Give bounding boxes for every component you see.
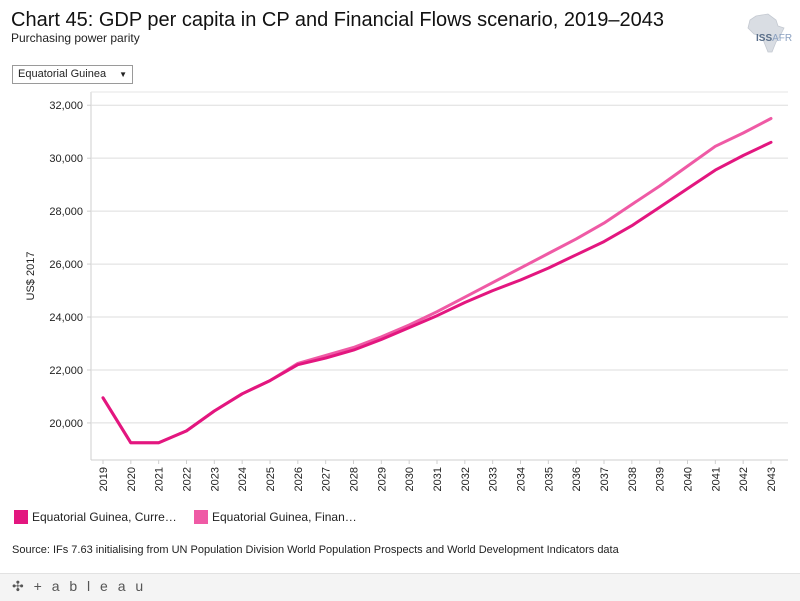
country-dropdown-value: Equatorial Guinea (18, 68, 107, 80)
x-tick-label: 2029 (376, 467, 388, 491)
legend-swatch-current-path (14, 510, 28, 524)
y-tick-label: 20,000 (49, 418, 83, 430)
tableau-logo[interactable]: ✣ + a b l e a u (12, 578, 146, 595)
x-tick-label: 2019 (98, 467, 110, 491)
y-tick-label: 22,000 (49, 365, 83, 377)
x-tick-label: 2041 (710, 467, 722, 491)
chart-title: Chart 45: GDP per capita in CP and Finan… (11, 9, 664, 31)
x-tick-label: 2027 (321, 467, 333, 491)
source-note: Source: IFs 7.63 initialising from UN Po… (12, 544, 619, 556)
x-tick-label: 2023 (209, 467, 221, 491)
x-tick-label: 2040 (683, 467, 695, 491)
x-tick-label: 2031 (432, 467, 444, 491)
legend-label-financial-flows: Equatorial Guinea, Finan… (212, 510, 357, 524)
country-dropdown[interactable]: Equatorial Guinea ▼ (12, 65, 133, 84)
series-line-financial-flows (101, 117, 773, 445)
x-tick-label: 2021 (154, 467, 166, 491)
iss-logo: ISSAFR (756, 33, 792, 44)
y-tick-label: 30,000 (49, 153, 83, 165)
chevron-down-icon: ▼ (119, 70, 127, 79)
y-tick-label: 28,000 (49, 206, 83, 218)
legend-label-current-path: Equatorial Guinea, Curre… (32, 510, 177, 524)
africa-map-icon (747, 13, 785, 53)
x-tick-label: 2037 (599, 467, 611, 491)
legend-item-financial-flows[interactable]: Equatorial Guinea, Finan… (194, 510, 357, 524)
x-tick-label: 2028 (349, 467, 361, 491)
x-tick-label: 2043 (766, 467, 778, 491)
tableau-brand: + a b l e a u (33, 578, 147, 594)
legend-item-current-path[interactable]: Equatorial Guinea, Curre… (14, 510, 177, 524)
x-tick-label: 2039 (655, 467, 667, 491)
x-tick-label: 2020 (126, 467, 138, 491)
iss-logo-suffix: AFR (772, 33, 793, 44)
x-tick-label: 2026 (293, 467, 305, 491)
y-tick-label: 24,000 (49, 312, 83, 324)
y-tick-label: 26,000 (49, 259, 83, 271)
x-tick-label: 2034 (516, 467, 528, 491)
series-line-current-path (101, 140, 773, 445)
x-tick-label: 2042 (738, 467, 750, 491)
x-tick-label: 2033 (488, 467, 500, 491)
x-tick-label: 2036 (571, 467, 583, 491)
footer-bar: ✣ + a b l e a u (0, 573, 800, 601)
line-chart: 20,000 22,000 24,000 26,000 28,000 30,000 32,0… (25, 91, 788, 491)
x-tick-label: 2032 (460, 467, 472, 491)
x-tick-label: 2024 (237, 467, 249, 491)
legend-swatch-financial-flows (194, 510, 208, 524)
iss-logo-main: ISS (756, 33, 773, 44)
tableau-mark-icon: ✣ (12, 578, 27, 594)
x-tick-label: 2035 (543, 467, 555, 491)
y-tick-label: 32,000 (49, 100, 83, 112)
chart-subtitle: Purchasing power parity (11, 31, 140, 45)
x-tick-label: 2025 (265, 467, 277, 491)
x-tick-label: 2030 (404, 467, 416, 491)
x-tick-label: 2022 (182, 467, 194, 491)
x-tick-label: 2038 (627, 467, 639, 491)
y-axis-title: US$ 2017 (25, 252, 37, 301)
